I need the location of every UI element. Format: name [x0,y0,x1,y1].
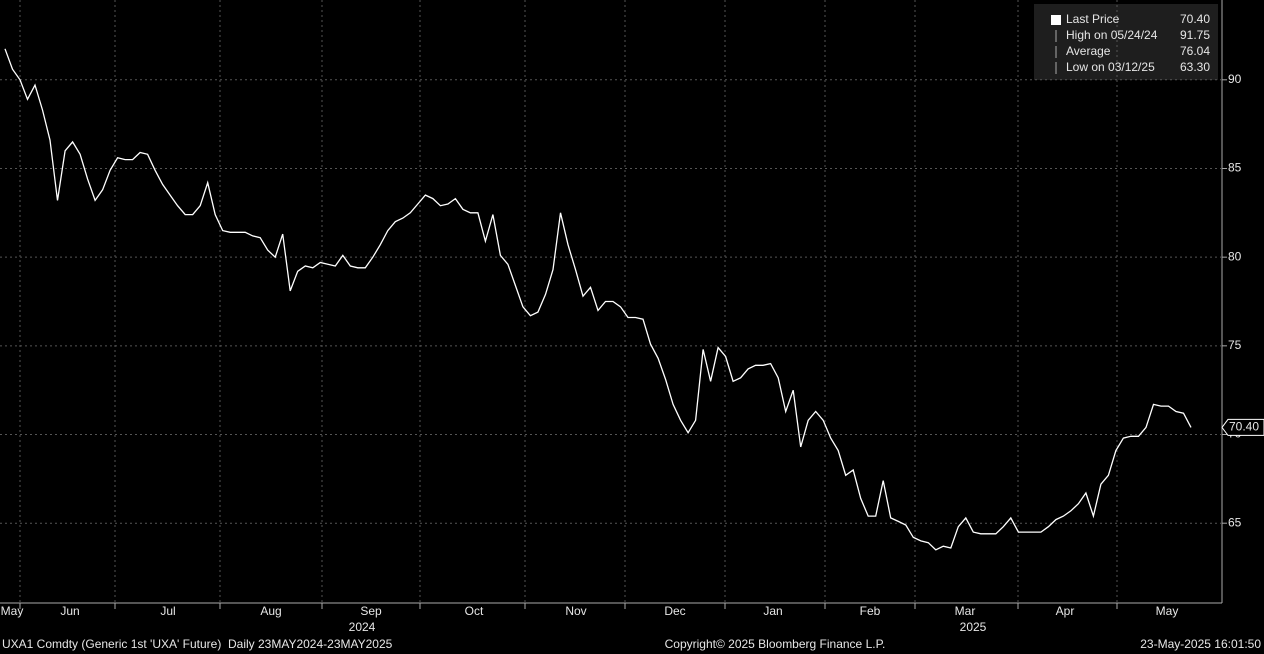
x-tick-label: Feb [860,604,881,618]
footer-left: UXA1 Comdty (Generic 1st 'UXA' Future) D… [2,637,393,651]
x-tick-label: May [1156,604,1179,618]
legend-label: Low on 03/12/25 [1066,60,1155,74]
x-tick-label: Aug [260,604,281,618]
last-price-label: 70.40 [1229,420,1259,434]
x-tick-label: Dec [664,604,685,618]
legend-label: Last Price [1066,12,1120,26]
y-tick-label: 85 [1228,161,1242,175]
year-label: 2025 [960,620,987,634]
legend-value: 63.30 [1180,60,1210,74]
x-tick-label: Sep [360,604,382,618]
x-tick-label: Jan [763,604,782,618]
y-tick-label: 65 [1228,515,1242,529]
price-line [4,48,1192,551]
legend-value: 70.40 [1180,12,1210,26]
year-label: 2024 [349,620,376,634]
legend-swatch [1051,15,1061,25]
legend-box [1034,4,1218,80]
legend-value: 91.75 [1180,28,1210,42]
footer-right: 23-May-2025 16:01:50 [1140,637,1261,651]
footer-center: Copyright© 2025 Bloomberg Finance L.P. [665,637,886,651]
x-tick-label: Jun [60,604,79,618]
x-tick-label: Oct [465,604,484,618]
x-tick-label: Mar [955,604,976,618]
y-tick-label: 75 [1228,338,1242,352]
legend-value: 76.04 [1180,44,1210,58]
last-price-tag [1221,418,1264,436]
legend-label: Average [1066,44,1111,58]
x-tick-label: Jul [160,604,175,618]
legend-label: High on 05/24/24 [1066,28,1158,42]
y-tick-label: 80 [1228,249,1242,263]
x-tick-label: May [1,604,24,618]
x-tick-label: Nov [565,604,586,618]
y-tick-label: 90 [1228,72,1242,86]
x-tick-label: Apr [1056,604,1075,618]
